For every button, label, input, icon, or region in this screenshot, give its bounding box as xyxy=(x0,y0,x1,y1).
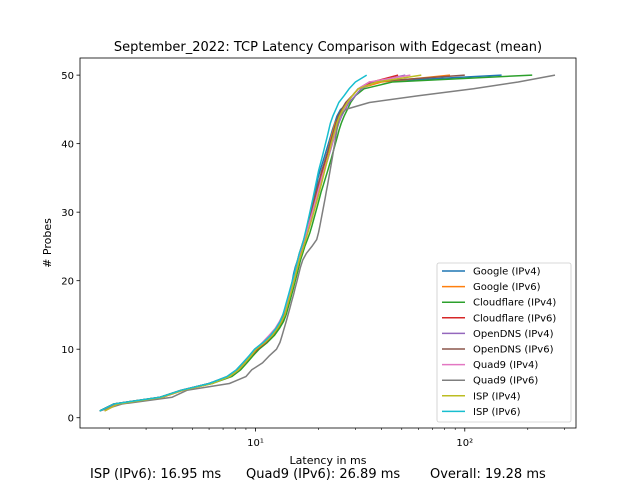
series-line-9 xyxy=(99,74,368,412)
legend-label-3: Cloudflare (IPv6) xyxy=(473,313,556,324)
series-line-8 xyxy=(104,74,422,412)
legend-frame xyxy=(436,262,572,423)
plot-frame xyxy=(79,57,577,429)
chart-title: September_2022: TCP Latency Comparison w… xyxy=(114,40,542,55)
legend-label-7: Quad9 (IPv6) xyxy=(473,376,538,387)
legend-label-1: Google (IPv6) xyxy=(473,282,541,293)
series-line-1 xyxy=(104,74,451,412)
series-line-7 xyxy=(99,74,556,412)
footer-isp-mean: ISP (IPv6): 16.95 ms xyxy=(90,467,221,480)
legend-label-5: OpenDNS (IPv6) xyxy=(473,345,554,356)
y-tick-label-4: 40 xyxy=(61,140,74,151)
x-axis-label: Latency in ms xyxy=(290,454,367,467)
series-line-5 xyxy=(99,74,465,412)
y-tick-label-3: 30 xyxy=(61,208,74,219)
y-axis-label: # Probes xyxy=(41,218,54,268)
legend-label-0: Google (IPv4) xyxy=(473,267,541,278)
y-axis-ticks: 0 10 20 30 40 50 xyxy=(61,71,80,425)
y-tick-label-2: 20 xyxy=(61,277,74,288)
y-tick-label-0: 0 xyxy=(68,414,74,425)
x-tick-label-0: 10¹ xyxy=(247,438,264,449)
y-tick-label-5: 50 xyxy=(61,71,74,82)
x-axis-ticks: 10¹ 10² xyxy=(108,428,565,449)
series-line-2 xyxy=(99,74,533,412)
legend-label-9: ISP (IPv6) xyxy=(473,407,521,418)
footer-quad9-mean: Quad9 (IPv6): 26.89 ms xyxy=(246,467,400,480)
series-line-6 xyxy=(104,74,411,412)
legend: Google (IPv4) Google (IPv6) Cloudflare (IP… xyxy=(436,262,572,423)
y-tick-label-1: 10 xyxy=(61,345,74,356)
series-line-4 xyxy=(99,74,406,412)
series-layer xyxy=(99,74,556,412)
legend-label-2: Cloudflare (IPv4) xyxy=(473,298,556,309)
x-tick-label-1: 10² xyxy=(456,438,473,449)
footer-overall-mean: Overall: 19.28 ms xyxy=(430,467,546,480)
legend-label-4: OpenDNS (IPv4) xyxy=(473,329,554,340)
legend-label-8: ISP (IPv4) xyxy=(473,391,521,402)
legend-label-6: Quad9 (IPv4) xyxy=(473,360,538,371)
